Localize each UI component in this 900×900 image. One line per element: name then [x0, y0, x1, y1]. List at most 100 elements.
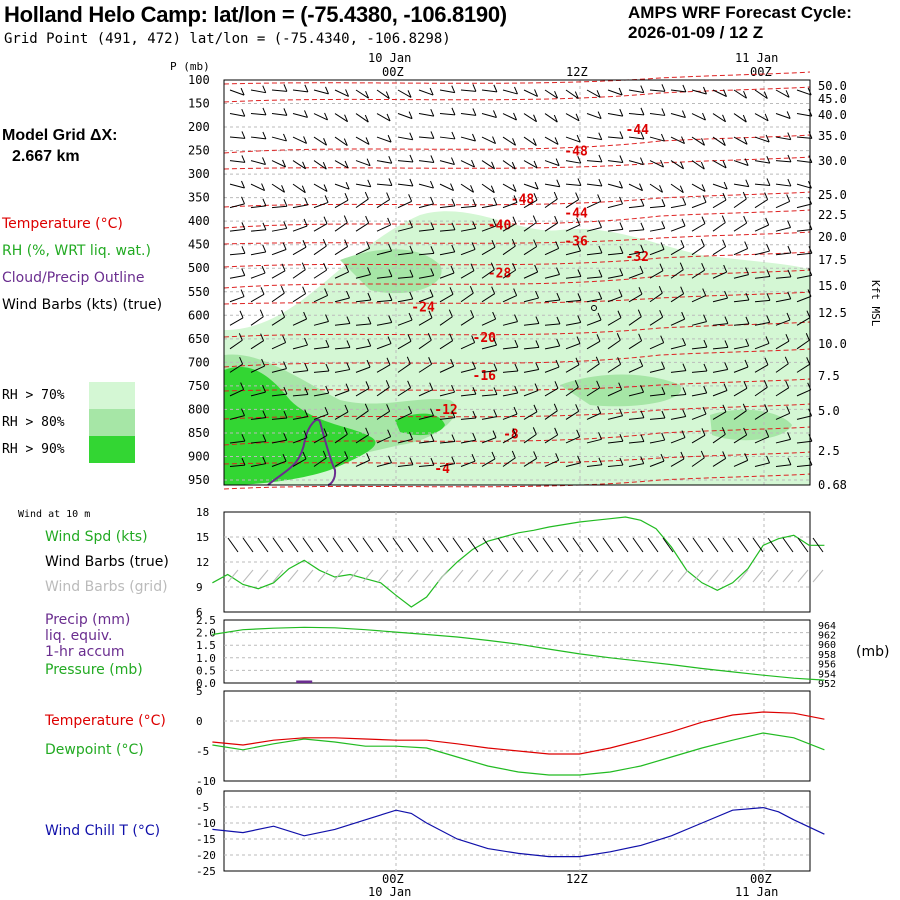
wind-barb-shaft — [376, 183, 392, 186]
wind-barb-feather — [701, 216, 706, 224]
wind-barb-shaft — [565, 224, 580, 232]
temperature-contour-label: -8 — [503, 428, 519, 443]
wind-barb-shaft — [691, 89, 707, 95]
wind-barb-shaft — [292, 269, 306, 279]
wind-barb-feather — [787, 269, 792, 278]
wind-barb-feather — [365, 215, 370, 224]
wind-barb-shaft — [628, 316, 642, 326]
wind-barb-shaft — [250, 316, 264, 326]
wind-barb-shaft — [418, 228, 434, 232]
wind-barb-grid — [812, 569, 824, 583]
wind-barb-shaft — [460, 89, 476, 92]
wind-barb-shaft — [439, 340, 453, 350]
pressure-tick-label: 350 — [188, 191, 210, 205]
wind-barb-feather — [241, 109, 246, 117]
temperature-panel-tick-label: -5 — [196, 745, 209, 758]
wind-barb-shaft — [229, 136, 245, 139]
wind-barb-shaft — [271, 160, 286, 168]
wind-barb-feather — [575, 357, 580, 366]
wind-barb-shaft — [271, 292, 285, 303]
wind-barb-feather — [553, 114, 558, 123]
wind-barb-feather — [744, 241, 749, 249]
wind-barb-shaft — [292, 344, 308, 350]
wind-barb-grid — [587, 569, 599, 583]
height-tick-label: 22.5 — [818, 208, 847, 222]
wind-barb-feather — [722, 114, 726, 122]
wind-barb-feather — [492, 136, 496, 144]
wind-barb-shaft — [334, 390, 350, 397]
wind-barb-shaft — [775, 89, 790, 98]
wind-barb-feather — [598, 132, 603, 140]
wind-barb-shaft — [397, 464, 413, 467]
wind-barb-shaft — [292, 225, 308, 232]
wind-barb-shaft — [355, 299, 371, 303]
wind-barb-grid — [602, 569, 614, 583]
wind-barb-feather — [409, 432, 413, 440]
wind-barb-shaft — [754, 136, 770, 143]
wind-barb-shaft — [355, 323, 371, 326]
wind-barb-shaft — [691, 160, 705, 170]
wind-barb-shaft — [376, 275, 392, 279]
wind-barb-shaft — [691, 413, 707, 420]
wind-barb-shaft — [271, 316, 285, 326]
wind-barb-feather — [575, 404, 580, 412]
page-title: Holland Helo Camp: lat/lon = (-75.4380, … — [4, 2, 507, 27]
wind-barb-feather — [787, 220, 792, 228]
wind-barb-shaft — [502, 457, 516, 467]
wind-barb-shaft — [397, 160, 413, 163]
temperature-contour-label: -28 — [488, 267, 512, 282]
wind-barb-shaft — [376, 199, 390, 209]
wind-barb-shaft — [334, 199, 349, 209]
wind-barb-shaft — [607, 363, 621, 373]
wind-barb-feather — [702, 288, 707, 296]
wind-barb-feather — [430, 246, 435, 254]
wind-barb-shaft — [292, 458, 307, 467]
pressure-tick-label: 950 — [188, 473, 210, 487]
wind-barb-feather — [787, 178, 792, 187]
wind-barb-feather — [534, 264, 539, 273]
wind-barb-feather — [640, 244, 645, 253]
wind-barb-true — [272, 537, 284, 553]
temperature-contour-label: -40 — [488, 219, 512, 234]
wind-barb-feather — [304, 110, 308, 118]
wind-barb-feather — [744, 158, 749, 166]
wind-barb-feather — [367, 338, 372, 347]
wind-barb-shaft — [376, 343, 392, 350]
wind-barb-shaft — [670, 416, 686, 420]
wind-barb-shaft — [544, 248, 559, 256]
pressure-tick-label: 300 — [188, 167, 210, 181]
wind-panel-tick-label: 18 — [196, 506, 209, 519]
wind-barb-true — [257, 537, 269, 553]
wind-barb-feather — [553, 403, 558, 412]
wind-barb-shaft — [544, 183, 560, 188]
wind-barb-feather — [388, 243, 392, 252]
temperature-contour — [223, 209, 811, 229]
wind-barb-feather — [640, 385, 645, 393]
wind-barb-shaft — [775, 183, 791, 187]
wind-barb-feather — [451, 456, 456, 464]
wind-barb-shaft — [691, 183, 706, 192]
wind-barb-feather — [743, 91, 747, 99]
wind-barb-feather — [764, 357, 769, 365]
wind-barb-feather — [703, 385, 708, 394]
wind-barb-feather — [364, 403, 369, 412]
wind-barb-feather — [262, 107, 267, 116]
wind-barb-feather — [722, 239, 727, 247]
wind-speed-line — [212, 516, 825, 608]
grid-point-subtitle: Grid Point (491, 472) lat/lon = (-75.434… — [4, 31, 451, 47]
wind-barb-shaft — [334, 457, 348, 467]
wind-barb-shaft — [229, 363, 243, 373]
wind-barb-shaft — [565, 462, 581, 467]
wind-barb-feather — [766, 455, 771, 464]
wind-barb-feather — [365, 137, 370, 145]
wind-barb-shaft — [418, 203, 434, 209]
wind-barb-feather — [618, 289, 623, 297]
wind-barb-shaft — [439, 463, 455, 467]
wind-barb-true — [632, 537, 644, 553]
wind-barb-feather — [261, 358, 266, 367]
wind-barb-shaft — [439, 89, 455, 94]
wind-barb-feather — [344, 114, 349, 122]
dewpoint-line — [212, 732, 825, 776]
wind-barb-feather — [471, 335, 476, 343]
